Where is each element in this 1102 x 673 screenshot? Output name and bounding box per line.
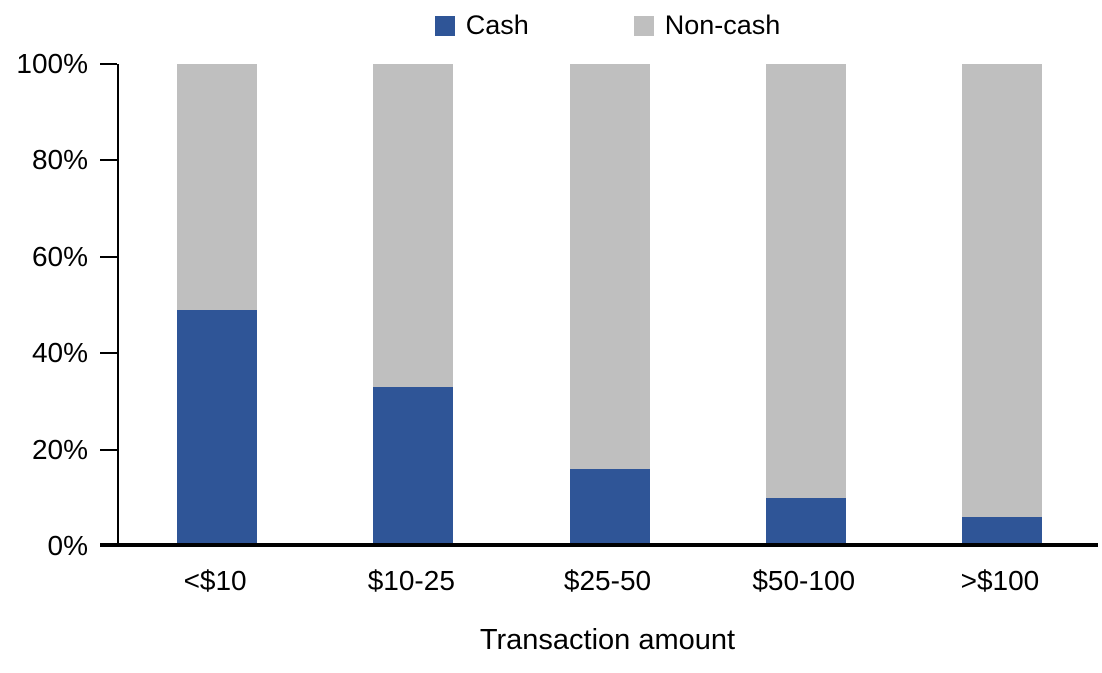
legend-item-non-cash: Non-cash bbox=[633, 10, 781, 41]
y-tick-mark bbox=[100, 159, 117, 162]
x-axis-labels: <$10 $10-25 $25-50 $50-100 >$100 bbox=[117, 565, 1098, 597]
x-category-label: <$10 bbox=[183, 565, 247, 596]
stacked-bar-10 bbox=[177, 64, 258, 546]
bar-segment-cash bbox=[177, 309, 258, 546]
y-tick-mark bbox=[100, 448, 117, 451]
y-tick-mark bbox=[100, 255, 117, 258]
stacked-bar-25-50 bbox=[569, 64, 650, 546]
chart-legend: Cash Non-cash bbox=[117, 10, 1098, 41]
stacked-bar-100 bbox=[961, 64, 1042, 546]
bar-segment-non-cash bbox=[373, 64, 454, 387]
bar-segment-cash bbox=[961, 517, 1042, 546]
legend-item-cash: Cash bbox=[434, 10, 529, 41]
bar-segment-non-cash bbox=[177, 64, 258, 310]
x-category-label: $10-25 bbox=[367, 565, 455, 596]
x-category-label: $50-100 bbox=[752, 565, 856, 596]
bar-segment-non-cash bbox=[961, 64, 1042, 518]
y-tick-label: 80% bbox=[31, 144, 88, 176]
x-category-label: >$100 bbox=[960, 565, 1040, 596]
bar-segment-cash bbox=[373, 386, 454, 546]
y-tick-mark bbox=[100, 63, 117, 65]
y-tick-label: 60% bbox=[31, 240, 88, 272]
legend-label: Non-cash bbox=[664, 10, 781, 40]
legend-label: Cash bbox=[465, 10, 529, 40]
bar-slot-100 bbox=[904, 64, 1100, 546]
plot-area bbox=[117, 64, 1100, 546]
bar-slot-25-50 bbox=[511, 64, 707, 546]
y-tick-label: 40% bbox=[31, 337, 88, 369]
x-axis-line bbox=[100, 543, 1098, 547]
stacked-bar-50-100 bbox=[765, 64, 846, 546]
legend-swatch-cash bbox=[434, 15, 455, 36]
bar-slot-10-25 bbox=[315, 64, 511, 546]
y-tick-label: 20% bbox=[31, 433, 88, 465]
y-tick-label: 0% bbox=[47, 530, 88, 561]
x-category-label: $25-50 bbox=[563, 565, 652, 596]
bar-segment-non-cash bbox=[765, 64, 846, 498]
legend-swatch-non-cash bbox=[633, 15, 654, 36]
bar-segment-cash bbox=[569, 468, 650, 546]
stacked-bar-10-25 bbox=[373, 64, 454, 546]
bar-slot-50-100 bbox=[708, 64, 904, 546]
y-tick-label: 100% bbox=[16, 48, 88, 79]
x-axis-title: Transaction amount bbox=[479, 624, 736, 656]
bar-slot-10 bbox=[119, 64, 315, 546]
y-tick-mark bbox=[100, 352, 117, 355]
bar-segment-cash bbox=[765, 497, 846, 546]
bar-segment-non-cash bbox=[569, 64, 650, 469]
